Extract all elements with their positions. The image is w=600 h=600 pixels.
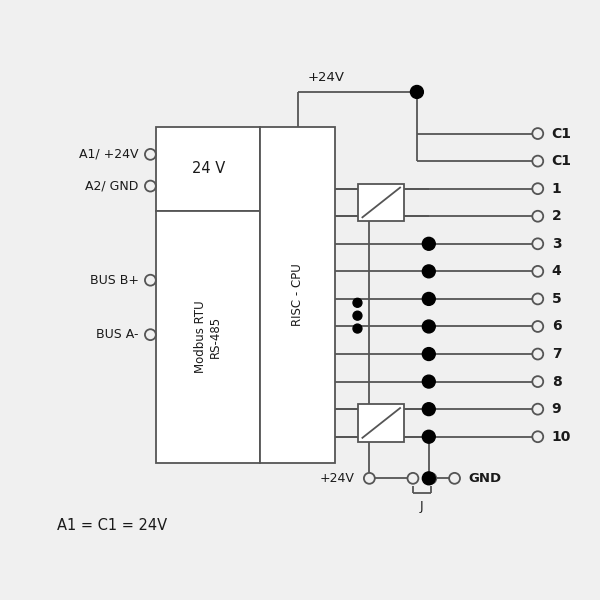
Text: BUS B+: BUS B+ — [89, 274, 139, 287]
Text: 2: 2 — [551, 209, 562, 223]
Text: A2/ GND: A2/ GND — [85, 179, 139, 193]
Text: 8: 8 — [551, 374, 562, 389]
Text: +24V: +24V — [320, 472, 355, 485]
Circle shape — [422, 292, 435, 305]
Bar — [358, 184, 404, 221]
Circle shape — [422, 238, 435, 250]
Bar — [157, 127, 260, 211]
Text: 1: 1 — [551, 182, 562, 196]
Text: 7: 7 — [551, 347, 561, 361]
Circle shape — [422, 320, 435, 333]
Circle shape — [422, 375, 435, 388]
Text: RISC - CPU: RISC - CPU — [291, 263, 304, 326]
Circle shape — [353, 324, 362, 333]
Circle shape — [422, 347, 435, 361]
Text: 5: 5 — [551, 292, 562, 306]
Circle shape — [410, 86, 424, 98]
Text: 3: 3 — [551, 237, 561, 251]
Text: C1: C1 — [551, 154, 572, 168]
Text: GND: GND — [469, 472, 502, 485]
Text: 9: 9 — [551, 402, 561, 416]
Circle shape — [422, 403, 435, 416]
Text: BUS A-: BUS A- — [96, 328, 139, 341]
Text: 6: 6 — [551, 319, 561, 334]
Text: 10: 10 — [551, 430, 571, 444]
Circle shape — [422, 472, 435, 485]
Text: Modbus RTU
RS-485: Modbus RTU RS-485 — [194, 301, 223, 373]
Text: A1/ +24V: A1/ +24V — [79, 148, 139, 161]
Text: C1: C1 — [551, 127, 572, 140]
Text: 24 V: 24 V — [192, 161, 225, 176]
Bar — [260, 127, 335, 463]
Text: 4: 4 — [551, 265, 562, 278]
Bar — [157, 211, 260, 463]
Bar — [358, 404, 404, 442]
Text: A1 = C1 = 24V: A1 = C1 = 24V — [57, 518, 167, 533]
Circle shape — [353, 311, 362, 320]
Circle shape — [422, 430, 435, 443]
Circle shape — [353, 298, 362, 307]
Circle shape — [422, 265, 435, 278]
Text: J: J — [420, 500, 424, 513]
Text: +24V: +24V — [307, 71, 344, 84]
